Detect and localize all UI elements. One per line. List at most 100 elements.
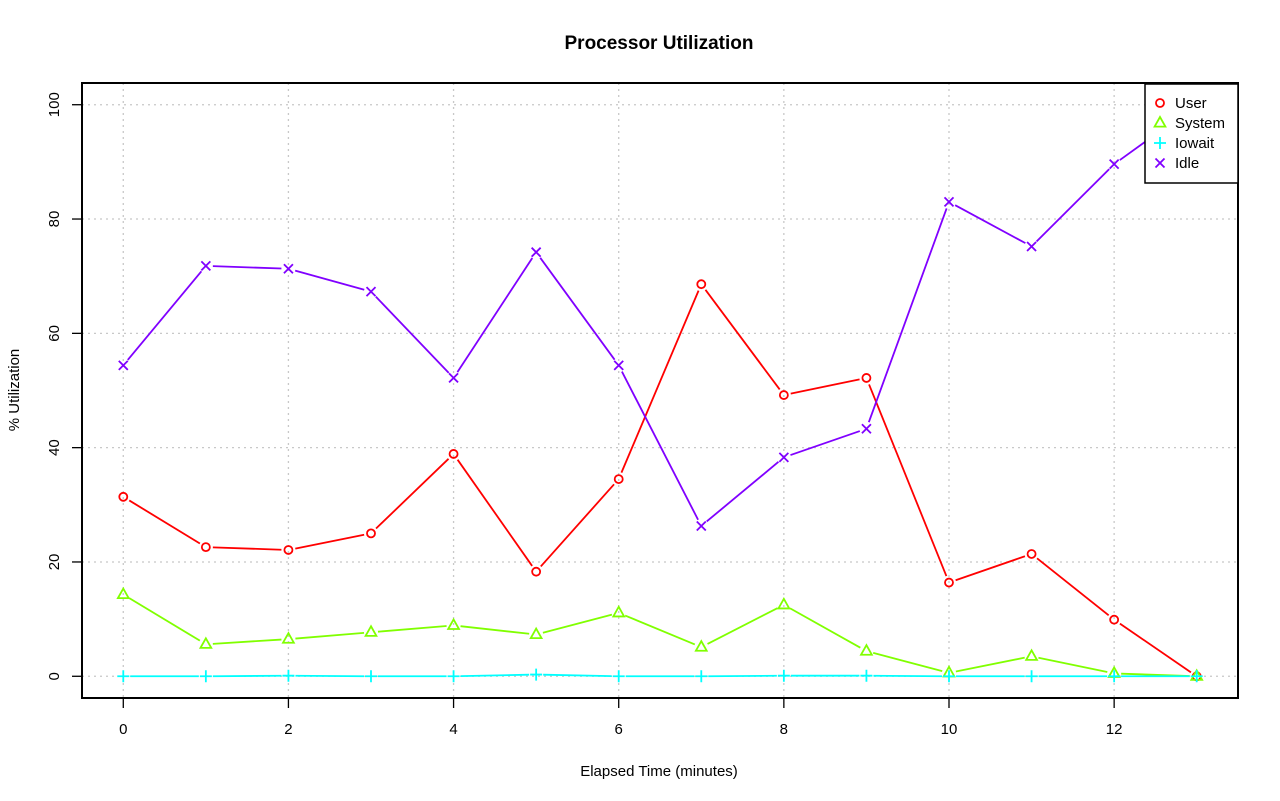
series-user-point — [283, 545, 294, 555]
series-system-point — [611, 605, 626, 618]
series-system-segment — [955, 656, 1025, 673]
series-iowait-point — [282, 669, 295, 682]
series-system-segment — [460, 625, 530, 635]
series-idle-point — [448, 372, 459, 384]
y-tick-label: 20 — [46, 554, 63, 571]
series-user-point — [778, 390, 789, 400]
series-idle-point — [778, 452, 789, 463]
series-idle — [118, 99, 1202, 532]
series-idle-segment — [294, 269, 365, 291]
series-user-point — [118, 491, 129, 502]
y-tick-label: 40 — [46, 439, 63, 456]
series-iowait-segment — [460, 673, 530, 678]
series-idle-segment — [790, 430, 861, 456]
series-user-point — [200, 542, 211, 553]
x-tick-label: 0 — [119, 721, 127, 738]
legend-label-system: System — [1175, 115, 1225, 132]
series-idle-segment — [621, 371, 699, 521]
series-iowait — [117, 668, 1203, 683]
series-idle-point — [1026, 241, 1037, 252]
series-system-point — [364, 624, 378, 637]
series-user — [118, 279, 1202, 682]
series-idle-point — [613, 360, 624, 371]
series-system-point — [116, 586, 131, 600]
plot-frame — [81, 82, 1239, 699]
series-user-point — [861, 373, 872, 383]
series-system-point — [198, 636, 213, 649]
legend-label-user: User — [1175, 95, 1207, 112]
series-iowait-point — [860, 669, 873, 682]
series-idle-segment — [867, 208, 948, 423]
series-system-point — [529, 626, 544, 640]
series-system — [116, 586, 1204, 681]
series-system-segment — [789, 607, 861, 649]
series-user-segment — [128, 499, 201, 545]
grid — [82, 83, 1238, 698]
x-tick-label: 8 — [780, 721, 788, 738]
y-tick-label: 80 — [46, 211, 63, 228]
series-system-point — [859, 643, 874, 656]
x-tick-label: 2 — [284, 721, 292, 738]
series-user-point — [448, 449, 459, 459]
series-user-point — [944, 577, 954, 588]
series-system-point — [446, 617, 461, 630]
series-iowait-point — [1190, 670, 1203, 683]
series-idle-segment — [212, 265, 282, 270]
x-axis-label: Elapsed Time (minutes) — [580, 763, 738, 780]
y-axis-label: % Utilization — [6, 349, 23, 432]
series-idle-point — [696, 520, 707, 532]
y-tick-label: 0 — [46, 672, 63, 680]
series-idle-point — [365, 286, 377, 297]
series-iowait-point — [943, 670, 955, 683]
series-user-segment — [868, 384, 948, 577]
chart-title: Processor Utilization — [565, 33, 754, 54]
legend-marker-idle — [1154, 157, 1166, 169]
series-user-segment — [1119, 622, 1192, 674]
series-system-segment — [128, 597, 201, 642]
series-user-segment — [620, 290, 700, 473]
legend: User System Iowait Idle — [1144, 83, 1239, 184]
series-user-point — [696, 279, 707, 290]
series-user-segment — [790, 378, 860, 395]
legend-label-idle: Idle — [1175, 155, 1199, 172]
legend-label-iowait: Iowait — [1175, 135, 1215, 152]
series-idle-point — [200, 260, 211, 272]
series-system-segment — [707, 607, 779, 645]
series-system-point — [776, 596, 791, 610]
series-iowait-point — [1025, 670, 1038, 683]
series-idle-segment — [456, 257, 534, 373]
series-iowait-point — [777, 669, 790, 682]
series-user-segment — [704, 289, 781, 390]
series-iowait-point — [447, 670, 460, 683]
series-user-point — [531, 566, 542, 577]
series-iowait-point — [365, 670, 377, 683]
series-layer — [116, 99, 1204, 683]
series-idle-segment — [706, 461, 780, 523]
y-tick-label: 60 — [46, 325, 63, 342]
legend-marker-system — [1153, 115, 1167, 128]
series-iowait-segment — [543, 673, 612, 678]
series-idle-point — [861, 423, 872, 434]
series-iowait-point — [1108, 670, 1121, 683]
series-user-segment — [375, 458, 450, 530]
legend-box — [1144, 83, 1239, 184]
series-system-point — [1024, 648, 1039, 661]
series-system-segment — [542, 613, 613, 634]
series-iowait-point — [117, 670, 130, 683]
x-tick-label: 10 — [941, 721, 958, 738]
series-system-point — [694, 639, 709, 652]
series-system-segment — [872, 652, 943, 672]
legend-marker-user — [1155, 98, 1165, 108]
series-iowait-point — [612, 670, 625, 683]
series-idle-point — [943, 196, 955, 208]
axes: 0 2 4 6 8 10 12 0 20 40 60 80 100 — [46, 92, 1122, 738]
y-tick-label: 100 — [46, 92, 63, 117]
series-system-segment — [624, 614, 696, 646]
legend-marker-iowait — [1154, 137, 1166, 149]
series-system-segment — [377, 625, 447, 633]
series-idle-point — [118, 360, 129, 371]
series-user-point — [1026, 549, 1037, 559]
series-iowait-point — [530, 668, 543, 681]
x-tick-label: 6 — [615, 721, 623, 738]
